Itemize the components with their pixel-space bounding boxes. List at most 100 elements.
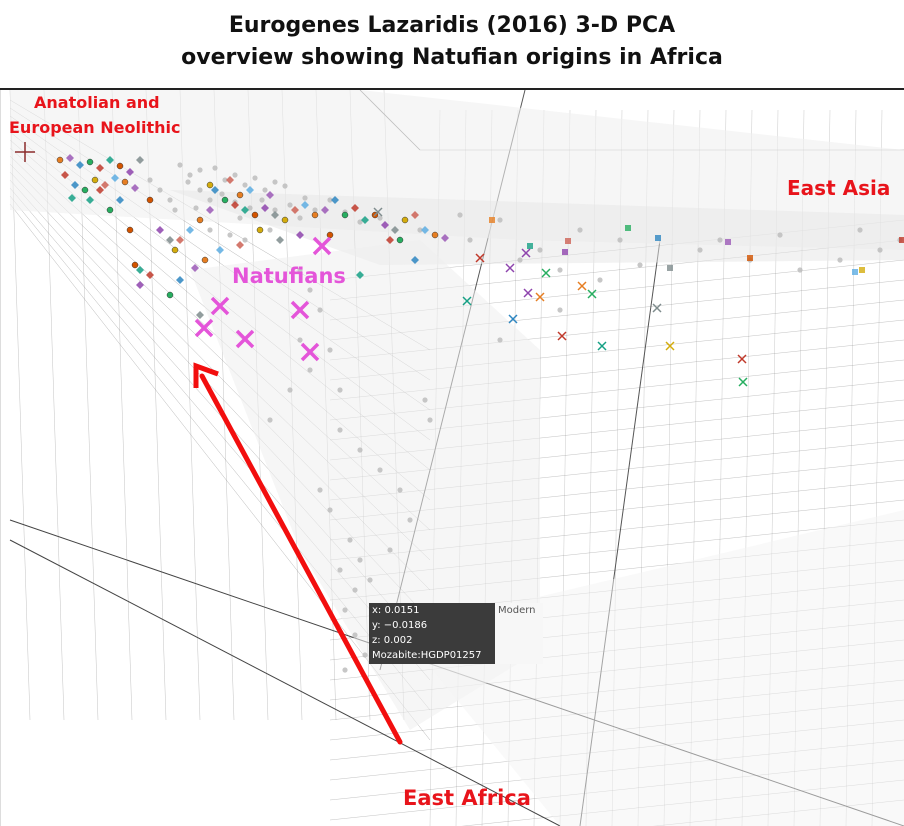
modern-point [327,507,333,513]
modern-point [302,195,308,201]
tooltip-sample: Mozabite:HGDP01257 [372,650,482,661]
neolithic-point [86,158,94,166]
modern-point [697,247,703,253]
natufian-marker [235,329,255,349]
neolithic-point [396,236,404,244]
axis-line [9,539,561,826]
modern-point [577,227,583,233]
modern-point [267,417,273,423]
title-line-1: Eurogenes Lazaridis (2016) 3-D PCA [228,13,676,38]
modern-point [297,215,303,221]
modern-point [467,237,473,243]
x-marker [557,331,567,341]
neolithic-point [71,181,79,189]
x-marker [587,289,597,299]
natufian-marker [194,318,214,338]
neolithic-point [241,206,249,214]
neolithic-point [196,311,204,319]
neolithic-point [261,204,269,212]
east-asia-label: East Asia [787,176,891,200]
neolithic-point [176,276,184,284]
neolithic-point [381,221,389,229]
modern-point [247,205,253,211]
neolithic-point [91,176,99,184]
neolithic-point [196,216,204,224]
neolithic-point [81,186,89,194]
modern-point [232,172,238,178]
data-points [15,142,904,673]
neolithic-point [411,256,419,264]
neolithic-point [356,271,364,279]
modern-point [272,207,278,213]
neolithic-point [191,264,199,272]
neolithic-point [236,191,244,199]
neolithic-point [331,196,339,204]
modern-point [497,217,503,223]
modern-point [362,652,368,658]
modern-point [307,287,313,293]
neolithic-point [166,236,174,244]
direction-arrow [193,362,403,745]
modern-point [185,179,191,185]
neolithic-point [66,154,74,162]
east-asia-point [489,217,495,223]
modern-point [212,165,218,171]
modern-point [207,197,213,203]
x-marker [462,296,472,306]
neolithic-point [68,194,76,202]
grid-line [9,203,431,741]
east-asia-point [625,225,631,231]
neolithic-point [156,226,164,234]
neolithic-point [111,174,119,182]
neolithic-point [296,231,304,239]
point-tooltip: x: 0.0151 y: −0.0186 z: 0.002 Mozabite:H… [369,603,495,664]
modern-point [337,427,343,433]
x-marker [521,248,531,258]
x-marker [475,253,485,263]
neolithic-point [291,206,299,214]
modern-point [197,167,203,173]
east-asia-point [667,265,673,271]
modern-point [287,202,293,208]
neolithic-point [256,226,264,234]
modern-point [797,267,803,273]
neolithic-point [116,162,124,170]
tooltip-x: x: 0.0151 [372,605,420,616]
neolithic-point [401,216,409,224]
neolithic-point [101,181,109,189]
modern-point [227,232,233,238]
modern-point [197,187,203,193]
chart-title: Eurogenes Lazaridis (2016) 3-D PCA overv… [0,0,904,88]
tooltip-y: y: −0.0186 [372,620,428,631]
modern-point [242,182,248,188]
east-asia-point [562,249,568,255]
anatolian-label-1: Anatolian and [34,93,160,112]
modern-point [172,207,178,213]
modern-point [157,187,163,193]
neolithic-point [226,176,234,184]
x-marker [738,377,748,387]
modern-point [252,175,258,181]
east-asia-point [655,235,661,241]
neolithic-point [86,196,94,204]
neolithic-point [421,226,429,234]
neolithic-point [221,196,229,204]
modern-point [262,187,268,193]
pca-plot[interactable] [0,90,904,826]
title-divider [0,88,904,90]
modern-point [287,387,293,393]
neolithic-point [136,266,144,274]
neolithic-point [116,196,124,204]
neolithic-point [201,256,209,264]
modern-point [422,397,428,403]
natufian-marker [210,296,230,316]
modern-point [207,227,213,233]
neolithic-point [281,216,289,224]
modern-point [242,237,248,243]
neolithic-point [246,186,254,194]
neolithic-point [236,241,244,249]
east-asia-point [527,243,533,249]
neolithic-point [126,226,134,234]
modern-point [367,577,373,583]
neolithic-point [431,231,439,239]
